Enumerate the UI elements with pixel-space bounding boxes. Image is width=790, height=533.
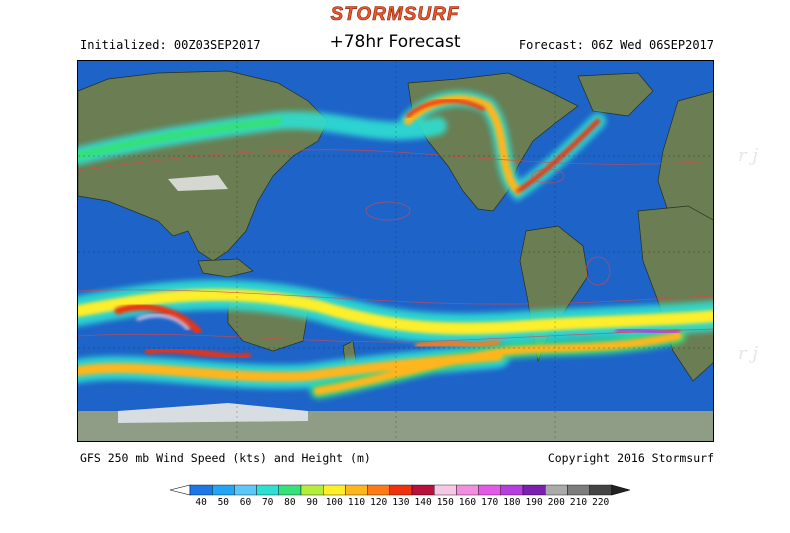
stormsurf-logo: STORMSURF: [330, 4, 460, 26]
scale-label-80: 80: [284, 497, 296, 508]
product-label: GFS 250 mb Wind Speed (kts) and Height (…: [80, 451, 371, 465]
scale-swatch-160: [456, 484, 479, 496]
valid-time-label: Forecast: 06Z Wed 06SEP2017: [518, 38, 714, 52]
scale-arrow-high: [611, 484, 630, 496]
scale-label-190: 190: [525, 497, 543, 508]
color-scale-bar: [170, 484, 630, 496]
scale-label-90: 90: [306, 497, 318, 508]
scale-swatch-40: [189, 484, 213, 496]
scale-swatch-200: [545, 484, 568, 496]
scale-label-210: 210: [569, 497, 588, 508]
scale-swatch-170: [478, 484, 502, 496]
scale-label-160: 160: [458, 497, 477, 508]
scale-swatch-60: [234, 484, 257, 496]
copyright-label: Copyright 2016 Stormsurf: [547, 451, 714, 465]
scale-swatch-220: [589, 484, 613, 496]
scale-swatch-70: [256, 484, 279, 496]
maritime-islands: [197, 258, 254, 278]
scale-label-70: 70: [261, 497, 274, 508]
scale-label-60: 60: [239, 497, 252, 508]
scale-swatch-210: [567, 484, 590, 496]
antarctic-ice-shelf: [118, 403, 308, 423]
scale-label-50: 50: [217, 497, 230, 508]
tibet-high-terrain: [168, 175, 228, 191]
scale-swatch-80: [278, 484, 302, 496]
watermark-glyph-upper: r j: [738, 145, 758, 166]
scale-swatch-90: [300, 484, 324, 496]
scale-arrow-low: [170, 484, 191, 496]
height-contours: [78, 149, 713, 343]
watermark-glyph-lower: r j: [738, 343, 758, 364]
scale-label-40: 40: [195, 497, 207, 508]
jet-streams: [78, 90, 713, 399]
scale-swatch-50: [212, 484, 235, 496]
scale-label-200: 200: [547, 497, 565, 508]
scale-swatch-180: [500, 484, 524, 496]
forecast-hour-title: +78hr Forecast: [329, 32, 461, 52]
greenland: [577, 72, 654, 117]
scale-label-100: 100: [325, 497, 343, 508]
scale-label-120: 120: [370, 497, 388, 508]
map-canvas: [78, 61, 713, 441]
scale-swatch-110: [345, 484, 368, 496]
scale-label-110: 110: [347, 497, 366, 508]
scale-swatch-190: [522, 484, 546, 496]
scale-label-180: 180: [503, 497, 521, 508]
graticule: [78, 61, 713, 441]
wind-speed-map: [77, 60, 714, 442]
initialized-label: Initialized: 00Z03SEP2017: [80, 38, 261, 52]
scale-label-130: 130: [392, 497, 410, 508]
scale-label-170: 170: [481, 497, 499, 508]
africa-landmass: [637, 205, 713, 382]
scale-swatch-120: [367, 484, 391, 496]
scale-label-220: 220: [592, 497, 610, 508]
scale-swatch-150: [434, 484, 457, 496]
scale-swatch-130: [389, 484, 413, 496]
scale-swatch-140: [411, 484, 435, 496]
scale-swatch-100: [322, 484, 346, 496]
land-masses: [78, 70, 713, 382]
scale-label-140: 140: [414, 497, 432, 508]
scale-label-150: 150: [436, 497, 454, 508]
